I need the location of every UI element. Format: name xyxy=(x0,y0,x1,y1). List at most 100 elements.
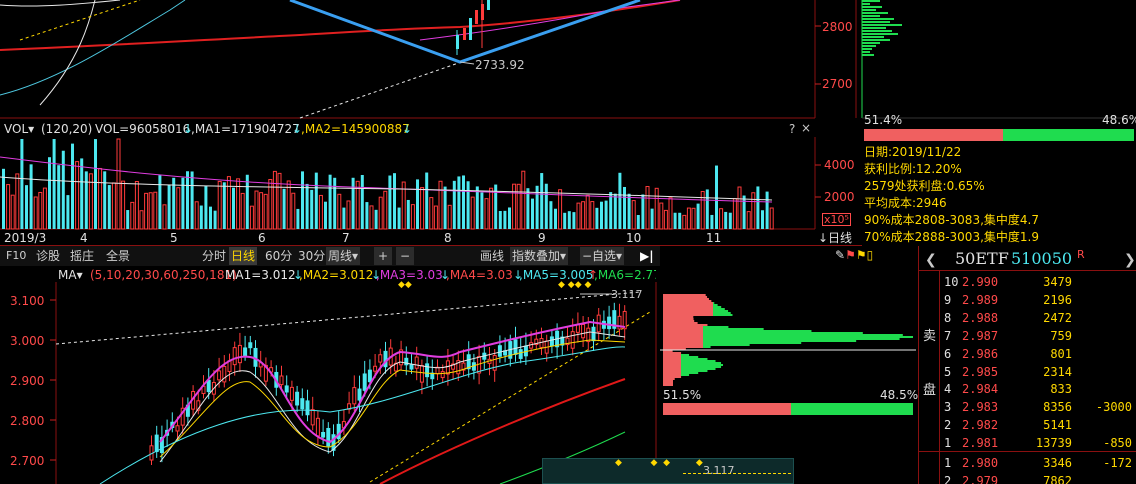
chip-bar xyxy=(862,51,870,53)
chip-bar-green xyxy=(681,360,716,362)
chip-date: 日期:2019/11/22 xyxy=(864,145,962,159)
expand-arrow-icon[interactable]: ▶| xyxy=(640,249,654,263)
vol-indicator-dropdown[interactable]: VOL▾ xyxy=(4,122,35,136)
volume-bar xyxy=(732,198,737,230)
ma-dropdown[interactable]: MA▾ xyxy=(58,268,83,282)
period-intraday[interactable]: 分时 xyxy=(202,249,227,263)
chip-bar xyxy=(862,3,870,5)
volume-bar xyxy=(42,187,47,230)
inset-high-label: 3.117 xyxy=(703,464,735,477)
volume-bar xyxy=(6,184,11,230)
period-selector[interactable]: ↓日线 xyxy=(818,231,853,245)
mini-chart-inset[interactable]: ◆ ◆ ◆ ◆ 3.117 xyxy=(542,458,794,484)
ask-row[interactable]: 1 2.981 13739 -850 xyxy=(926,434,1136,452)
chip-bottom-left-pct: 51.5% xyxy=(663,388,702,402)
candle-body xyxy=(492,355,497,371)
ask-row[interactable]: 9 2.989 2196 xyxy=(926,291,1136,309)
ask-row[interactable]: 10 2.990 3479 xyxy=(926,273,1136,291)
candle-body xyxy=(440,371,445,379)
order-volume: 8356 xyxy=(1043,400,1072,415)
volume-bar xyxy=(623,186,626,229)
vol-close-button[interactable]: × xyxy=(801,121,812,135)
volume-bar xyxy=(567,211,571,229)
chip-bar-green xyxy=(703,342,802,344)
chip-bar xyxy=(862,39,890,41)
period-60min[interactable]: 60分 xyxy=(265,249,293,263)
chip-bar-red xyxy=(663,350,673,352)
volume-bar xyxy=(355,180,360,230)
main-kline-chart[interactable]: 3.100 3.000 2.900 2.800 2.700 3.117 ◆◆ ◆… xyxy=(0,281,794,484)
chip-bar-green xyxy=(703,336,913,338)
chip-bar xyxy=(862,18,894,20)
volume-bar xyxy=(29,164,33,229)
watchlist-dropdown[interactable]: −自选▾ xyxy=(580,247,625,265)
ask-row[interactable]: 7 2.987 759 xyxy=(926,327,1136,345)
vol-tick-2000: 2000 xyxy=(824,190,855,204)
zoom-in-button[interactable]: + xyxy=(374,247,392,265)
ask-row[interactable]: 3 2.983 8356 -3000 xyxy=(926,398,1136,416)
ask-row[interactable]: 8 2.988 2472 xyxy=(926,309,1136,327)
order-price: 2.983 xyxy=(962,400,999,415)
prev-stock-button[interactable]: ❮ xyxy=(925,252,937,268)
bid-row[interactable]: 1 2.980 3346 -172 xyxy=(926,454,1136,472)
top-price-chart[interactable]: 2800 2700 2733.92 xyxy=(0,0,862,119)
volume-bar xyxy=(484,198,489,230)
chip-bar-red xyxy=(663,302,713,304)
chip-bar-red xyxy=(663,318,694,320)
bid-row[interactable]: 2 2.979 7862 xyxy=(926,472,1136,484)
candle-body xyxy=(352,387,357,405)
chip-bar-red xyxy=(663,378,675,380)
tab-dealer[interactable]: 摇庄 xyxy=(70,249,95,263)
period-weekly[interactable]: 周线▾ xyxy=(326,247,361,265)
quote-panel: ❮ 50ETF 510050 R ❯ 卖 盘 xyxy=(918,246,1136,484)
index-overlay-dropdown[interactable]: 指数叠加▾ xyxy=(510,247,569,265)
volume-bar xyxy=(286,180,291,230)
chip-bar xyxy=(862,15,880,17)
f10-button[interactable]: F10 xyxy=(6,249,27,262)
next-stock-button[interactable]: ❯ xyxy=(1124,252,1136,268)
chip-bar-red xyxy=(663,352,681,354)
volume-bar xyxy=(75,161,80,230)
volume-bar xyxy=(88,173,93,230)
volume-bar xyxy=(691,207,696,230)
period-30min[interactable]: 30分 xyxy=(298,249,326,263)
candle-body xyxy=(586,327,591,343)
ask-row[interactable]: 2 2.982 5141 xyxy=(926,416,1136,434)
tab-overview[interactable]: 全景 xyxy=(106,249,131,263)
volume-bar xyxy=(585,194,590,230)
chip-bar-red xyxy=(663,346,703,348)
volume-bar xyxy=(186,171,189,229)
chip-tool-icons[interactable]: ✎⚑⚑▯ xyxy=(835,248,874,262)
volume-chart[interactable]: 4000 2000 x10⁵ xyxy=(0,137,862,230)
period-daily[interactable]: 日线 xyxy=(229,247,258,265)
order-volume: 759 xyxy=(1050,328,1072,343)
zoom-out-button[interactable]: − xyxy=(396,247,414,265)
ma-params: (5,10,20,30,60,250,181) xyxy=(90,268,237,282)
vol-ma1: ,MA1=171904727 xyxy=(191,122,300,136)
vol-help-button[interactable]: ? xyxy=(789,122,796,136)
candle-body xyxy=(534,338,539,346)
chip-bar-red xyxy=(663,372,681,374)
date-label-1: 4 xyxy=(80,231,88,245)
chip-bar xyxy=(862,12,888,14)
candle-body xyxy=(617,315,622,330)
chip-profit-ratio: 获利比例:12.20% xyxy=(864,162,962,176)
ask-row[interactable]: 5 2.985 2314 xyxy=(926,363,1136,381)
draw-line-button[interactable]: 画线 xyxy=(480,249,505,263)
chip-bar-red xyxy=(663,344,703,346)
volume-bar xyxy=(600,201,603,229)
volume-bar xyxy=(508,207,511,229)
volume-bar xyxy=(742,195,746,229)
order-level: 2 xyxy=(944,418,952,433)
volume-bar xyxy=(595,207,599,229)
chip-bar-red xyxy=(663,362,681,364)
vol-arrow-icon: ↓ xyxy=(183,122,194,136)
stock-flag: R xyxy=(1077,248,1085,261)
order-volume: 2472 xyxy=(1043,310,1072,325)
ask-row[interactable]: 6 2.986 801 xyxy=(926,345,1136,363)
chip-bar xyxy=(862,42,880,44)
volume-bar xyxy=(516,183,521,230)
tab-diagnose[interactable]: 诊股 xyxy=(36,249,61,263)
ask-row[interactable]: 4 2.984 833 xyxy=(926,380,1136,398)
volume-bar xyxy=(222,182,226,229)
